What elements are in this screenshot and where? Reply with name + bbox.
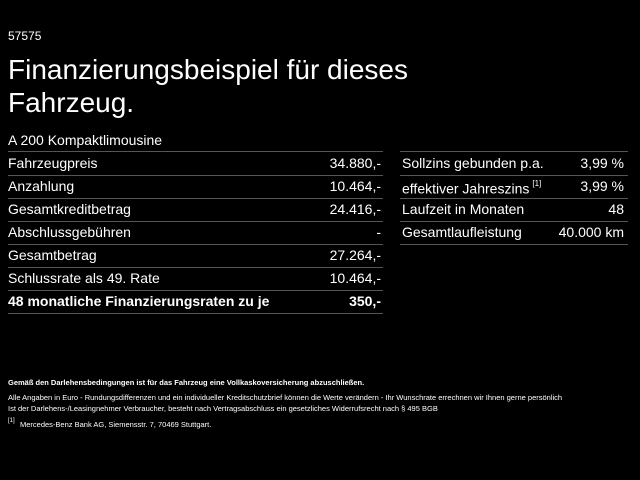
row-label-text: Gesamtlaufleistung <box>402 224 522 240</box>
footnote: Mercedes-Benz Bank AG, Siemensstr. 7, 70… <box>20 420 212 429</box>
row-label: Schlussrate als 49. Rate <box>8 270 160 286</box>
table-row: Gesamtlaufleistung 40.000 km <box>400 221 628 245</box>
row-label: effektiver Jahreszins [1] <box>402 175 541 200</box>
table-row: Laufzeit in Monaten 48 <box>400 198 628 222</box>
table-row: Abschlussgebühren - <box>8 221 383 245</box>
row-label: Anzahlung <box>8 178 75 194</box>
row-value: 34.880,- <box>329 155 381 171</box>
row-value: 24.416,- <box>329 201 381 217</box>
row-value: - <box>376 224 381 240</box>
table-row: effektiver Jahreszins [1] 3,99 % <box>400 175 628 199</box>
row-label: Gesamtlaufleistung <box>402 221 522 243</box>
row-value: 40.000 km <box>558 224 624 240</box>
row-label: 48 monatliche Finanzierungsraten zu je <box>8 293 270 309</box>
row-value: 48 <box>608 201 624 217</box>
row-label: Gesamtbetrag <box>8 247 97 263</box>
table-row: Schlussrate als 49. Rate 10.464,- <box>8 267 383 291</box>
disclaimer: Alle Angaben in Euro - Rundungsdifferenz… <box>8 393 563 402</box>
row-label: Laufzeit in Monaten <box>402 198 524 220</box>
table-row: Gesamtkreditbetrag 24.416,- <box>8 198 383 222</box>
title: Finanzierungsbeispiel für dieses <box>8 54 408 85</box>
row-label-text: effektiver Jahreszins <box>402 180 530 197</box>
row-label: Sollzins gebunden p.a. <box>402 152 544 174</box>
insurance-note: Gemäß den Darlehensbedingungen ist für d… <box>8 378 365 387</box>
divider <box>8 151 383 152</box>
row-value: 3,99 % <box>580 178 624 194</box>
row-value: 10.464,- <box>329 178 381 194</box>
table-row: Anzahlung 10.464,- <box>8 175 383 199</box>
disclaimer: Ist der Darlehens-/Leasingnehmer Verbrau… <box>8 404 438 413</box>
row-value: 10.464,- <box>329 270 381 286</box>
row-value: 27.264,- <box>329 247 381 263</box>
row-label: Abschlussgebühren <box>8 224 131 240</box>
superscript: [1] <box>532 179 542 188</box>
table-row: Fahrzeugpreis 34.880,- <box>8 152 383 176</box>
title: Fahrzeug. <box>8 87 135 118</box>
code: 57575 <box>8 29 42 43</box>
table-row: Sollzins gebunden p.a. 3,99 % <box>400 152 628 176</box>
model: A 200 Kompaktlimousine <box>8 132 163 148</box>
row-value: 350,- <box>349 293 381 309</box>
table-row: Gesamtbetrag 27.264,- <box>8 244 383 268</box>
row-label: Fahrzeugpreis <box>8 155 98 171</box>
row-label-text: Sollzins gebunden p.a. <box>402 155 544 171</box>
row-value: 3,99 % <box>580 155 624 171</box>
divider <box>400 151 628 152</box>
footnote-marker: [1] <box>8 418 15 424</box>
row-label-text: Laufzeit in Monaten <box>402 201 525 217</box>
row-label: Gesamtkreditbetrag <box>8 201 131 217</box>
table-row: 48 monatliche Finanzierungsraten zu je 35… <box>8 290 383 314</box>
